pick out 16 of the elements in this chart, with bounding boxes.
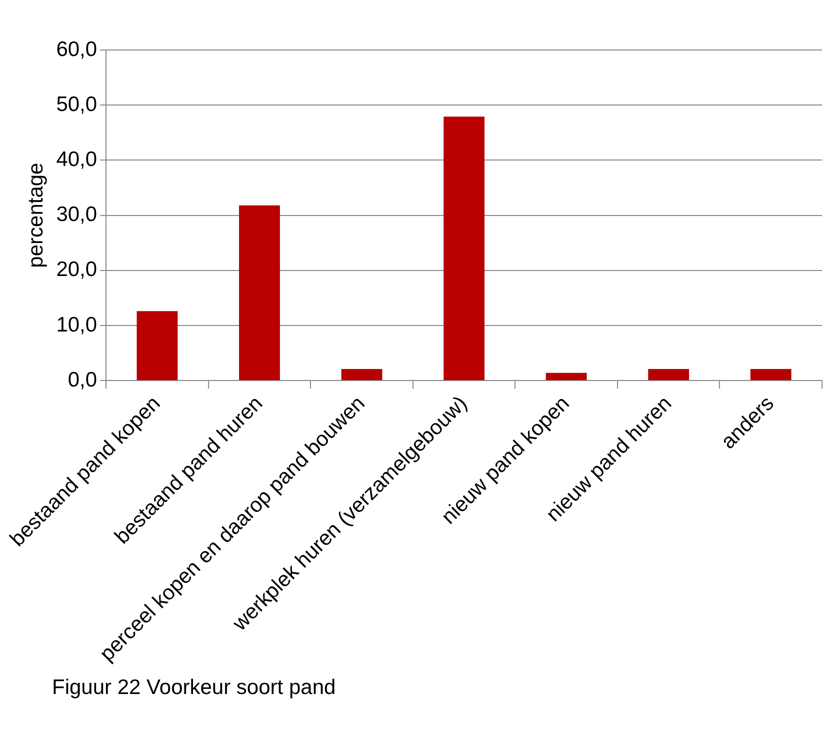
y-tick-label: 10,0 [56, 313, 98, 336]
y-tick-label: 40,0 [56, 148, 98, 171]
bar [444, 116, 484, 380]
bar [239, 205, 280, 380]
bar [546, 372, 587, 380]
bar [750, 369, 792, 380]
y-tick-label: 20,0 [56, 258, 98, 282]
y-tick-label: 60,0 [56, 38, 98, 61]
y-tick-label: 50,0 [56, 92, 98, 116]
y-axis-title: percentage [24, 162, 48, 268]
bar [341, 369, 382, 380]
bar [648, 369, 690, 380]
text: Figuur 22 Voorkeur soort pand [52, 676, 336, 700]
bar [136, 311, 178, 380]
y-tick-label: 0,0 [68, 368, 98, 392]
y-tick-label: 30,0 [56, 203, 98, 226]
